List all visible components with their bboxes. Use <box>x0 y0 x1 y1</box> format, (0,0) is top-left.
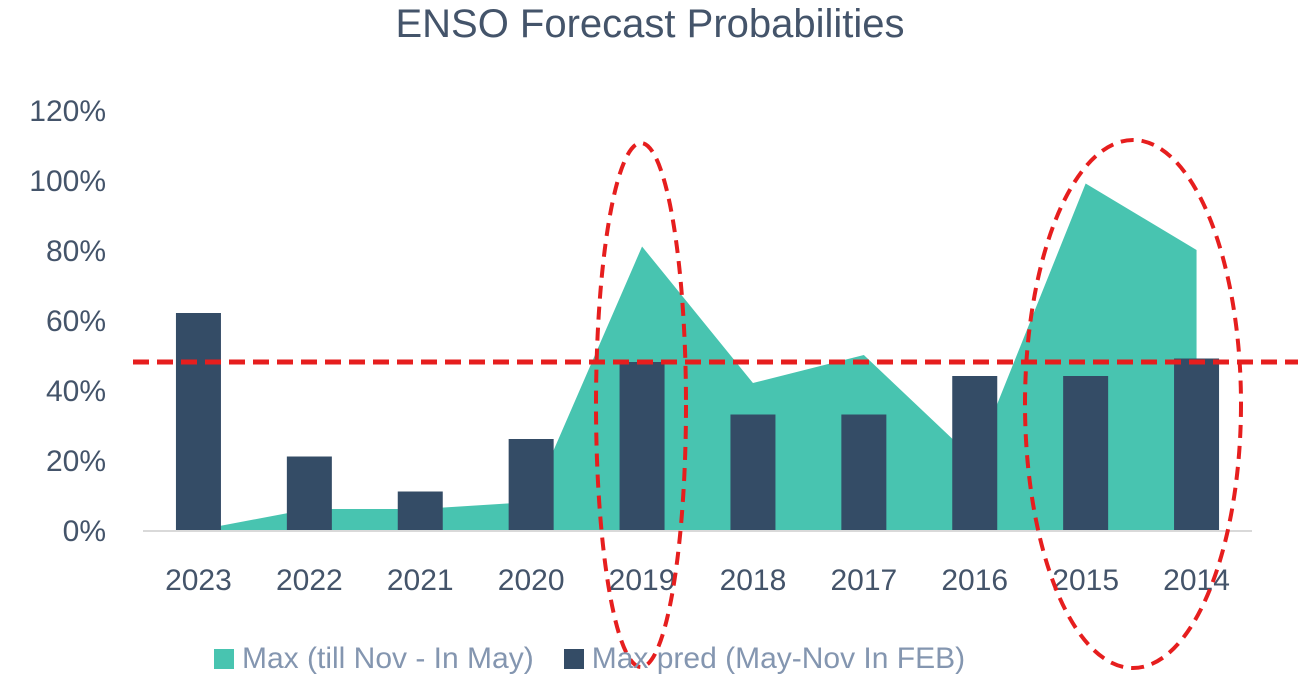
bar-2022 <box>286 456 332 530</box>
legend-item-bar: Max pred (May-Nov In FEB) <box>563 642 966 676</box>
x-tick-label: 2016 <box>941 564 1008 597</box>
y-tick-label: 40% <box>46 375 106 408</box>
y-tick-label: 60% <box>46 305 106 338</box>
legend-item-area: Max (till Nov - In May) <box>214 642 534 676</box>
legend-label-area: Max (till Nov - In May) <box>242 642 534 675</box>
legend-label-bar: Max pred (May-Nov In FEB) <box>591 642 966 675</box>
x-tick-label: 2023 <box>165 564 232 597</box>
x-tick-label: 2014 <box>1163 564 1230 597</box>
area-series-shape <box>198 183 1197 530</box>
x-tick-label: 2017 <box>830 564 897 597</box>
area-series-layer <box>198 183 1197 530</box>
highlight-ellipse-2015-2014 <box>1023 138 1243 670</box>
bar-2014 <box>1174 358 1220 530</box>
axis-layer: 0% 20% 40% 60% 80% 100% 120% 2023 2022 2021 2020 20… <box>29 95 1252 597</box>
x-tick-label: 2020 <box>498 564 565 597</box>
bar-2017 <box>841 414 887 530</box>
bar-2023 <box>175 313 221 530</box>
bar-2018 <box>730 414 776 530</box>
bar-2019 <box>619 362 665 530</box>
x-tick-label: 2019 <box>609 564 676 597</box>
x-tick-label: 2022 <box>276 564 343 597</box>
bar-2021 <box>397 491 443 530</box>
bar-2020 <box>508 439 554 530</box>
bar-2016 <box>952 376 998 530</box>
x-tick-label: 2021 <box>387 564 454 597</box>
bar-2015 <box>1063 376 1109 530</box>
y-tick-label: 0% <box>63 515 106 548</box>
chart-title: ENSO Forecast Probabilities <box>395 2 905 46</box>
y-tick-label: 20% <box>46 445 106 478</box>
y-tick-label: 80% <box>46 235 106 268</box>
x-tick-label: 2018 <box>720 564 787 597</box>
annotation-layer <box>133 138 1298 670</box>
bar-series-layer <box>175 313 1220 530</box>
highlight-ellipse-2019 <box>594 141 688 669</box>
y-tick-label: 120% <box>29 95 106 128</box>
legend-swatch-bar <box>563 649 584 669</box>
legend: Max (till Nov - In May) Max pred (May-No… <box>214 642 995 676</box>
legend-swatch-area <box>214 649 234 669</box>
x-tick-label: 2015 <box>1052 564 1119 597</box>
y-tick-label: 100% <box>29 165 106 198</box>
